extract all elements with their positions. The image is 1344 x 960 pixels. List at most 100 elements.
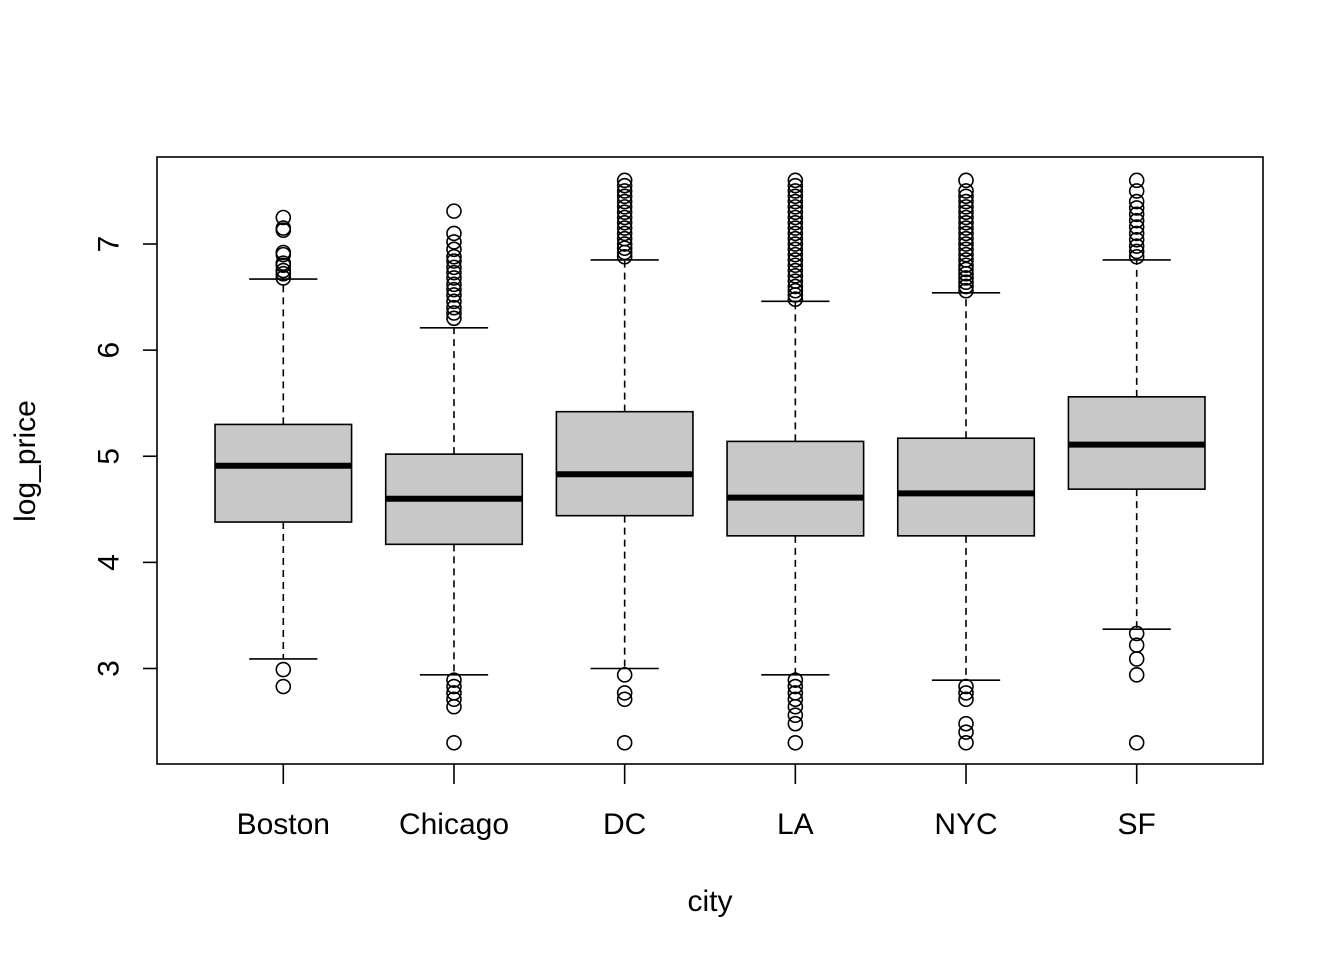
outlier-point-nyc [958,193,974,210]
outlier-point-nyc [958,691,974,708]
outlier-point-nyc [958,214,974,231]
outlier-point-dc [616,248,633,265]
outlier-point-sf [1128,625,1145,642]
outlier-point-boston [275,262,292,279]
outlier-point-dc [616,188,633,205]
outlier-point-la [787,691,804,708]
outlier-point-la [787,183,804,199]
x-tick-label: NYC [934,808,997,841]
outlier-point-dc [616,220,633,236]
outlier-point-la [787,193,804,210]
outlier-point-nyc [958,261,974,278]
outlier-point-boston [275,220,292,236]
outlier-point-boston [275,244,292,261]
outlier-point-boston [275,209,292,226]
outlier-point-dc [616,691,633,708]
outlier-point-chicago [446,678,462,695]
outlier-point-nyc [958,252,974,268]
outlier-point-la [787,204,804,220]
y-tick-label: 5 [93,448,126,465]
outlier-point-sf [1128,667,1145,683]
outlier-point-chicago [446,287,462,303]
outlier-point-dc [616,199,633,215]
outlier-point-nyc [958,241,974,258]
outlier-point-chicago [446,299,462,316]
outlier-point-nyc [958,724,974,740]
box-chicago [384,203,524,751]
outlier-point-la [787,172,804,189]
outlier-point-sf [1128,248,1145,265]
outlier-point-dc [616,734,633,751]
outlier-point-chicago [446,734,462,751]
outlier-point-dc [616,685,633,701]
outlier-point-chicago [446,248,462,265]
outlier-point-la [787,734,804,751]
outlier-point-dc [616,667,633,683]
outlier-point-sf [1128,183,1145,199]
outlier-point-chicago [446,672,462,688]
box-dc [555,172,694,751]
outlier-point-la [787,278,804,295]
outlier-point-dc [616,230,633,247]
x-tick-label: Chicago [399,808,509,841]
outlier-point-dc [616,204,633,220]
outlier-point-nyc [958,220,974,236]
outlier-point-nyc [958,209,974,226]
y-axis: 3 4 5 6 7 [93,236,157,677]
outlier-point-la [787,225,804,242]
x-tick-label: LA [777,808,814,841]
outlier-point-la [787,268,804,284]
box-boston [214,209,353,695]
outlier-point-la [787,685,804,701]
outlier-point-sf [1128,172,1145,189]
y-tick-label: 7 [93,236,126,253]
outlier-point-sf [1128,193,1145,210]
outlier-point-chicago [446,276,462,293]
outlier-point-nyc [958,715,974,732]
x-tick-label: DC [603,808,646,841]
outlier-point-nyc [958,282,974,299]
outlier-point-la [787,715,804,732]
outlier-point-nyc [958,257,974,274]
outlier-point-nyc [958,274,974,291]
outlier-point-dc [616,214,633,231]
outlier-point-chicago [446,259,462,276]
outlier-point-nyc [958,678,974,695]
outlier-point-la [787,209,804,226]
y-tick-label: 6 [93,342,126,359]
outlier-point-chicago [446,281,462,298]
box-series [214,172,1206,751]
outlier-point-chicago [446,310,462,327]
outlier-point-chicago [446,270,462,286]
outlier-point-sf [1128,225,1145,242]
outlier-point-dc [616,183,633,199]
outlier-point-la [787,199,804,215]
box-body-boston [214,423,353,523]
outlier-point-nyc [958,278,974,295]
outlier-point-dc [616,172,633,189]
plot-frame [156,156,1264,765]
outlier-point-nyc [958,188,974,205]
outlier-point-la [787,188,804,205]
outlier-point-dc [616,193,633,210]
outlier-point-chicago [446,241,462,258]
outlier-point-sf [1128,651,1145,667]
outlier-point-sf [1128,238,1145,254]
x-axis: Boston Chicago DC LA NYC SF [237,764,1156,841]
outlier-point-chicago [446,203,462,219]
outlier-point-dc [616,240,633,257]
outlier-point-sf [1128,212,1145,229]
outlier-point-la [787,282,804,299]
outlier-point-sf [1128,637,1145,653]
outlier-point-la [787,177,804,194]
box-body-dc [555,410,694,517]
x-tick-label: SF [1118,808,1156,841]
outlier-point-dc [616,209,633,226]
outlier-point-boston [275,255,292,271]
box-la [726,172,865,751]
outlier-point-la [787,246,804,263]
outlier-point-la [787,220,804,236]
outlier-point-chicago [446,225,462,242]
outlier-point-nyc [958,270,974,286]
